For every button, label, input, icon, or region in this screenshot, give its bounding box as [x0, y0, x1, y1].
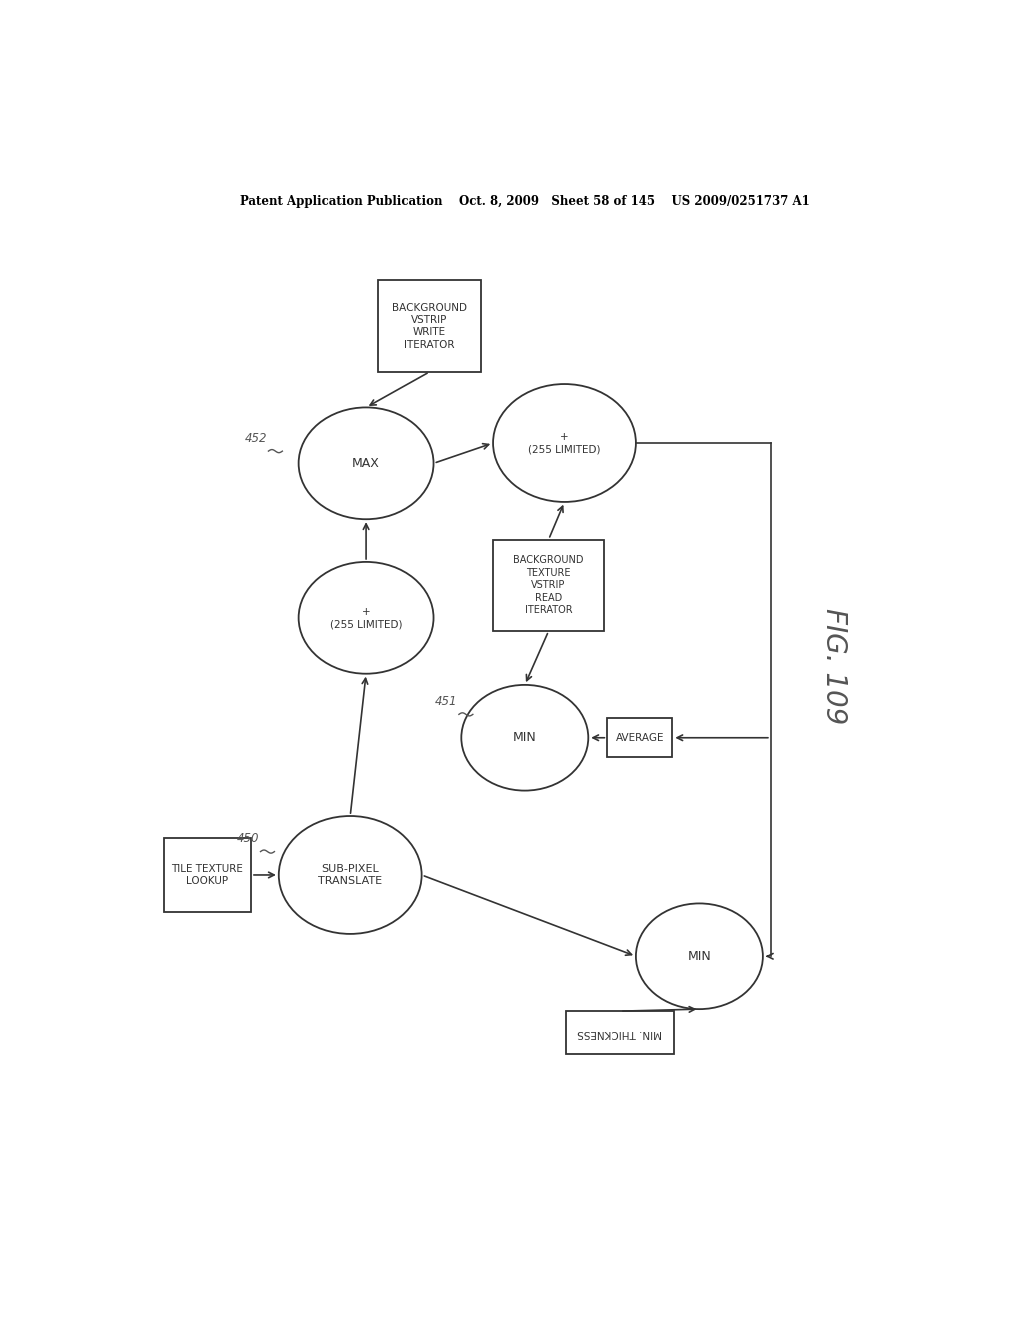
Text: 450: 450: [237, 833, 259, 845]
Bar: [164, 838, 251, 912]
Text: FIG. 109: FIG. 109: [820, 609, 848, 725]
Text: BACKGROUND
TEXTURE
VSTRIP
READ
ITERATOR: BACKGROUND TEXTURE VSTRIP READ ITERATOR: [513, 556, 584, 615]
Text: MAX: MAX: [352, 457, 380, 470]
Text: Patent Application Publication    Oct. 8, 2009   Sheet 58 of 145    US 2009/0251: Patent Application Publication Oct. 8, 2…: [240, 194, 810, 207]
Text: MIN: MIN: [513, 731, 537, 744]
Text: +
(255 LIMITED): + (255 LIMITED): [330, 607, 402, 630]
Text: 452: 452: [245, 432, 267, 445]
Bar: [378, 280, 481, 372]
Text: 451: 451: [435, 696, 458, 709]
Bar: [607, 718, 673, 758]
Text: MIN: MIN: [687, 950, 712, 962]
Text: AVERAGE: AVERAGE: [615, 733, 665, 743]
Text: BACKGROUND
VSTRIP
WRITE
ITERATOR: BACKGROUND VSTRIP WRITE ITERATOR: [392, 302, 467, 350]
Bar: [494, 540, 604, 631]
Text: +
(255 LIMITED): + (255 LIMITED): [528, 432, 601, 454]
Bar: [566, 1011, 674, 1053]
Text: TILE TEXTURE
LOOKUP: TILE TEXTURE LOOKUP: [171, 863, 244, 886]
Text: MIN. THICKNESS: MIN. THICKNESS: [578, 1027, 663, 1038]
Text: SUB-PIXEL
TRANSLATE: SUB-PIXEL TRANSLATE: [318, 863, 382, 886]
